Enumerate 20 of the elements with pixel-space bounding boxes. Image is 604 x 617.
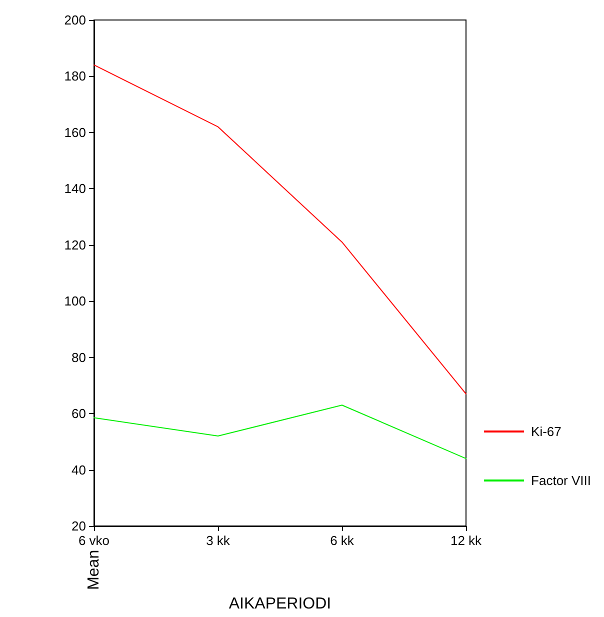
x-axis-title: AIKAPERIODI [228, 596, 332, 612]
y-tick-label: 60 [72, 406, 86, 422]
y-tick-label: 100 [64, 294, 86, 309]
x-tick-label: 6 kk [330, 533, 354, 548]
y-axis-title: Mean [86, 550, 102, 590]
x-tick-label: 6 vko [78, 533, 110, 548]
y-tick-label: 140 [64, 181, 86, 196]
y-tick-label: 180 [64, 68, 86, 84]
line-series [94, 64, 466, 394]
y-tick-label: 200 [64, 12, 86, 28]
y-tick-label: 20 [72, 518, 86, 534]
y-tick-label: 120 [64, 237, 86, 252]
legend-label: Ki-67 [531, 424, 562, 439]
line-series [94, 404, 466, 460]
x-tick-label: 3 kk [206, 533, 230, 548]
x-tick-label: 12 kk [450, 533, 482, 548]
legend-label: Factor VIII [531, 473, 592, 488]
y-tick-label: 160 [64, 124, 86, 140]
y-tick-label: 40 [72, 462, 86, 478]
y-tick-label: 80 [72, 350, 86, 365]
